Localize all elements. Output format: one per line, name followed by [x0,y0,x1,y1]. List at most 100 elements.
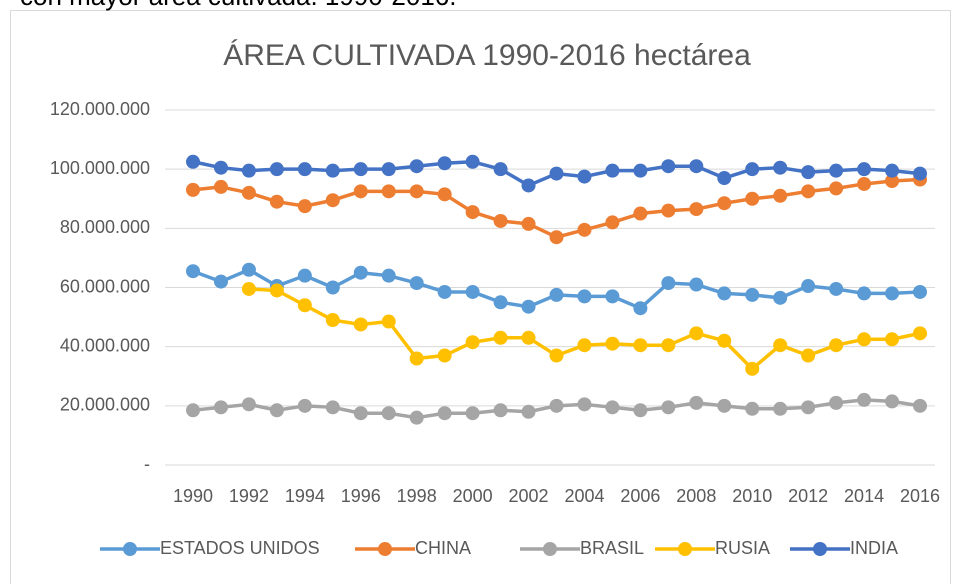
y-tick-label: 120.000.000 [50,99,150,119]
data-point [577,169,592,184]
data-point [745,191,760,206]
data-point [549,348,564,363]
data-point [493,213,508,228]
data-point [409,351,424,366]
data-point [381,268,396,283]
data-point [885,394,900,409]
data-point [409,410,424,425]
data-point [829,163,844,178]
data-point [353,162,368,177]
data-point [717,196,732,211]
data-point [465,406,480,421]
data-point [213,179,228,194]
x-tick-label: 2016 [900,486,940,506]
data-point [521,178,536,193]
legend-marker [378,542,392,556]
data-point [381,314,396,329]
data-point [773,401,788,416]
data-point [437,284,452,299]
data-point [549,166,564,181]
data-point [661,338,676,353]
data-point [381,162,396,177]
data-point [717,171,732,186]
data-point [297,398,312,413]
data-point [381,184,396,199]
x-tick-label: 1998 [397,486,437,506]
data-point [269,162,284,177]
data-point [521,404,536,419]
data-point [577,338,592,353]
data-point [605,336,620,351]
data-point [493,162,508,177]
data-point [801,348,816,363]
data-point [717,398,732,413]
data-point [353,317,368,332]
data-point [773,290,788,305]
y-tick-label: - [144,454,150,474]
data-point [689,202,704,217]
data-point [493,330,508,345]
data-point [605,215,620,230]
data-point [549,287,564,302]
data-point [437,348,452,363]
data-point [633,338,648,353]
data-point [269,283,284,298]
y-tick-label: 20.000.000 [60,395,150,415]
data-point [381,406,396,421]
data-point [745,401,760,416]
data-point [297,199,312,214]
x-tick-label: 2000 [453,486,493,506]
data-point [801,279,816,294]
data-point [241,185,256,200]
data-point [689,277,704,292]
data-point [493,295,508,310]
y-tick-label: 80.000.000 [60,217,150,237]
y-tick-label: 60.000.000 [60,276,150,296]
data-point [633,403,648,418]
data-point [241,262,256,277]
data-point [689,159,704,174]
data-point [661,400,676,415]
data-point [353,184,368,199]
data-point [549,230,564,245]
data-point [605,163,620,178]
data-point [661,203,676,218]
x-tick-label: 2006 [620,486,660,506]
data-point [577,222,592,237]
data-point [885,286,900,301]
data-point [213,400,228,415]
data-point [241,163,256,178]
data-point [186,403,200,418]
data-point [577,289,592,304]
x-tick-label: 2014 [844,486,884,506]
data-point [325,193,340,208]
x-tick-label: 2012 [788,486,828,506]
data-point [213,160,228,175]
y-tick-label: 100.000.000 [50,158,150,178]
legend-label: CHINA [415,538,471,558]
data-point [549,398,564,413]
data-point [885,163,900,178]
caption: con mayor área cultivada. 1990-2016. [20,0,457,11]
data-point [521,299,536,314]
data-point [773,160,788,175]
legend-label: ESTADOS UNIDOS [160,538,320,558]
data-point [465,205,480,220]
data-point [241,397,256,412]
data-point [717,333,732,348]
data-point [745,361,760,376]
data-point [325,280,340,295]
data-point [633,206,648,221]
data-point [465,154,480,169]
x-tick-label: 1990 [173,486,213,506]
legend-marker [123,542,137,556]
data-point [521,330,536,345]
data-point [241,281,256,296]
data-point [213,274,228,289]
data-point [857,162,872,177]
data-point [325,313,340,328]
data-point [885,332,900,347]
data-point [297,298,312,313]
data-point [437,156,452,171]
